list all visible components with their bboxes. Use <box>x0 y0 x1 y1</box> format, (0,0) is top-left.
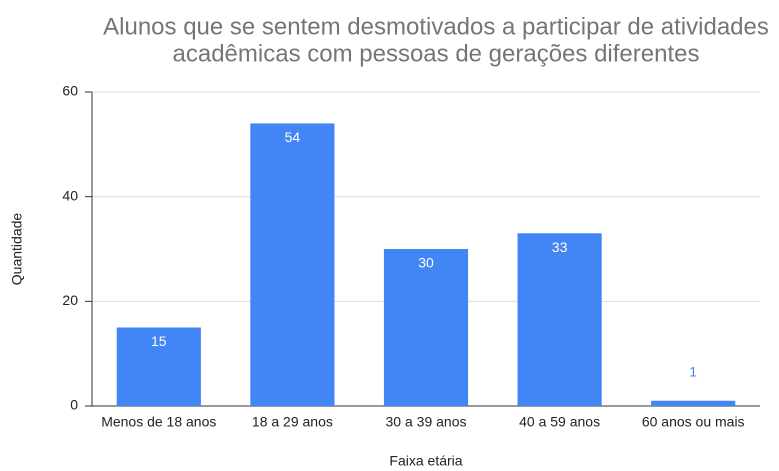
data-label: 15 <box>151 333 167 349</box>
chart-title: acadêmicas com pessoas de gerações difer… <box>173 40 700 67</box>
x-tick-label: 60 anos ou mais <box>642 414 745 430</box>
data-label: 30 <box>418 255 434 271</box>
data-label: 54 <box>285 129 301 145</box>
y-axis-label: Quantidade <box>9 213 25 286</box>
x-axis-label: Faixa etária <box>389 453 462 469</box>
data-label: 1 <box>689 363 697 379</box>
x-tick-label: 40 a 59 anos <box>519 414 600 430</box>
data-label: 33 <box>552 239 568 255</box>
bar <box>517 233 602 406</box>
y-tick-label: 60 <box>62 83 78 99</box>
bar <box>651 400 736 406</box>
bar <box>383 249 469 406</box>
bar <box>116 327 201 406</box>
y-tick-label: 40 <box>62 187 78 203</box>
y-tick-label: 0 <box>70 397 78 413</box>
x-tick-label: Menos de 18 anos <box>101 414 216 430</box>
x-tick-label: 30 a 39 anos <box>386 414 467 430</box>
bar <box>250 123 335 407</box>
chart-title: Alunos que se sentem desmotivados a part… <box>103 13 769 40</box>
x-tick-label: 18 a 29 anos <box>252 414 333 430</box>
y-tick-label: 20 <box>62 292 78 308</box>
